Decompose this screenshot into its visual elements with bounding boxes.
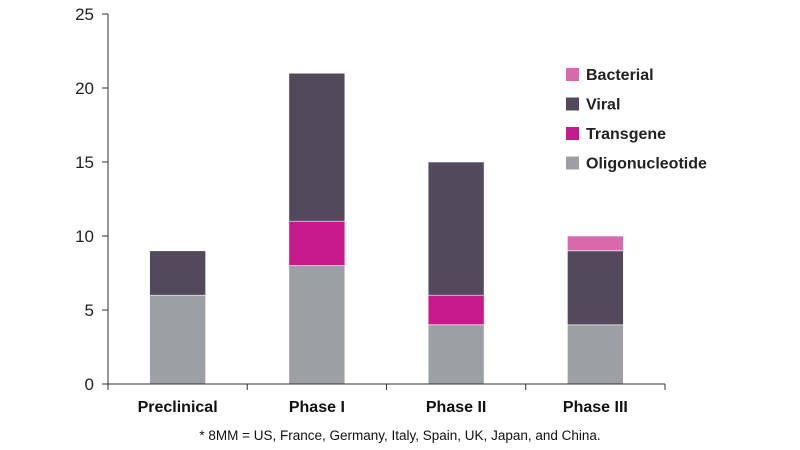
bars-group — [149, 72, 624, 385]
y-axis: 0 5 10 15 20 25 — [75, 5, 109, 394]
legend-swatch-viral — [566, 97, 579, 111]
y-tick-label: 5 — [85, 301, 94, 320]
bar-segment-viral — [567, 250, 624, 326]
x-category-label: Phase I — [289, 399, 345, 416]
bar-segment-viral — [149, 250, 206, 296]
y-tick-label: 10 — [75, 227, 94, 246]
bar-segment-viral — [427, 161, 485, 296]
bar-segment-transgene — [427, 294, 485, 326]
footnote: * 8MM = US, France, Germany, Italy, Spai… — [199, 428, 601, 443]
x-axis: Preclinical Phase I Phase II Phase III — [107, 383, 666, 416]
x-category-label: Phase II — [426, 399, 486, 416]
bar-segment-oligonucleotide — [288, 265, 346, 385]
bar-segment-oligonucleotide — [149, 294, 206, 385]
y-tick-label: 20 — [75, 79, 94, 98]
y-tick-label: 0 — [85, 375, 94, 394]
x-category-label: Phase III — [563, 399, 628, 416]
legend-label: Oligonucleotide — [586, 156, 707, 173]
legend-label: Viral — [586, 97, 620, 114]
legend-label: Transgene — [586, 126, 666, 143]
bar-segment-oligonucleotide — [567, 324, 624, 385]
legend-swatch-transgene — [566, 127, 579, 140]
bar-segment-viral — [288, 72, 346, 222]
legend-label: Bacterial — [586, 67, 654, 84]
legend-swatch-oligonucleotide — [566, 156, 579, 170]
bar-segment-transgene — [288, 220, 346, 266]
bar-segment-bacterial — [567, 235, 624, 252]
y-tick-label: 15 — [75, 153, 94, 172]
bar-segment-oligonucleotide — [427, 324, 485, 385]
legend-swatch-bacterial — [566, 68, 579, 81]
y-tick-label: 25 — [75, 5, 94, 24]
legend: Bacterial Viral Transgene Oligonucleotide — [566, 67, 707, 173]
x-category-label: Preclinical — [138, 399, 218, 416]
